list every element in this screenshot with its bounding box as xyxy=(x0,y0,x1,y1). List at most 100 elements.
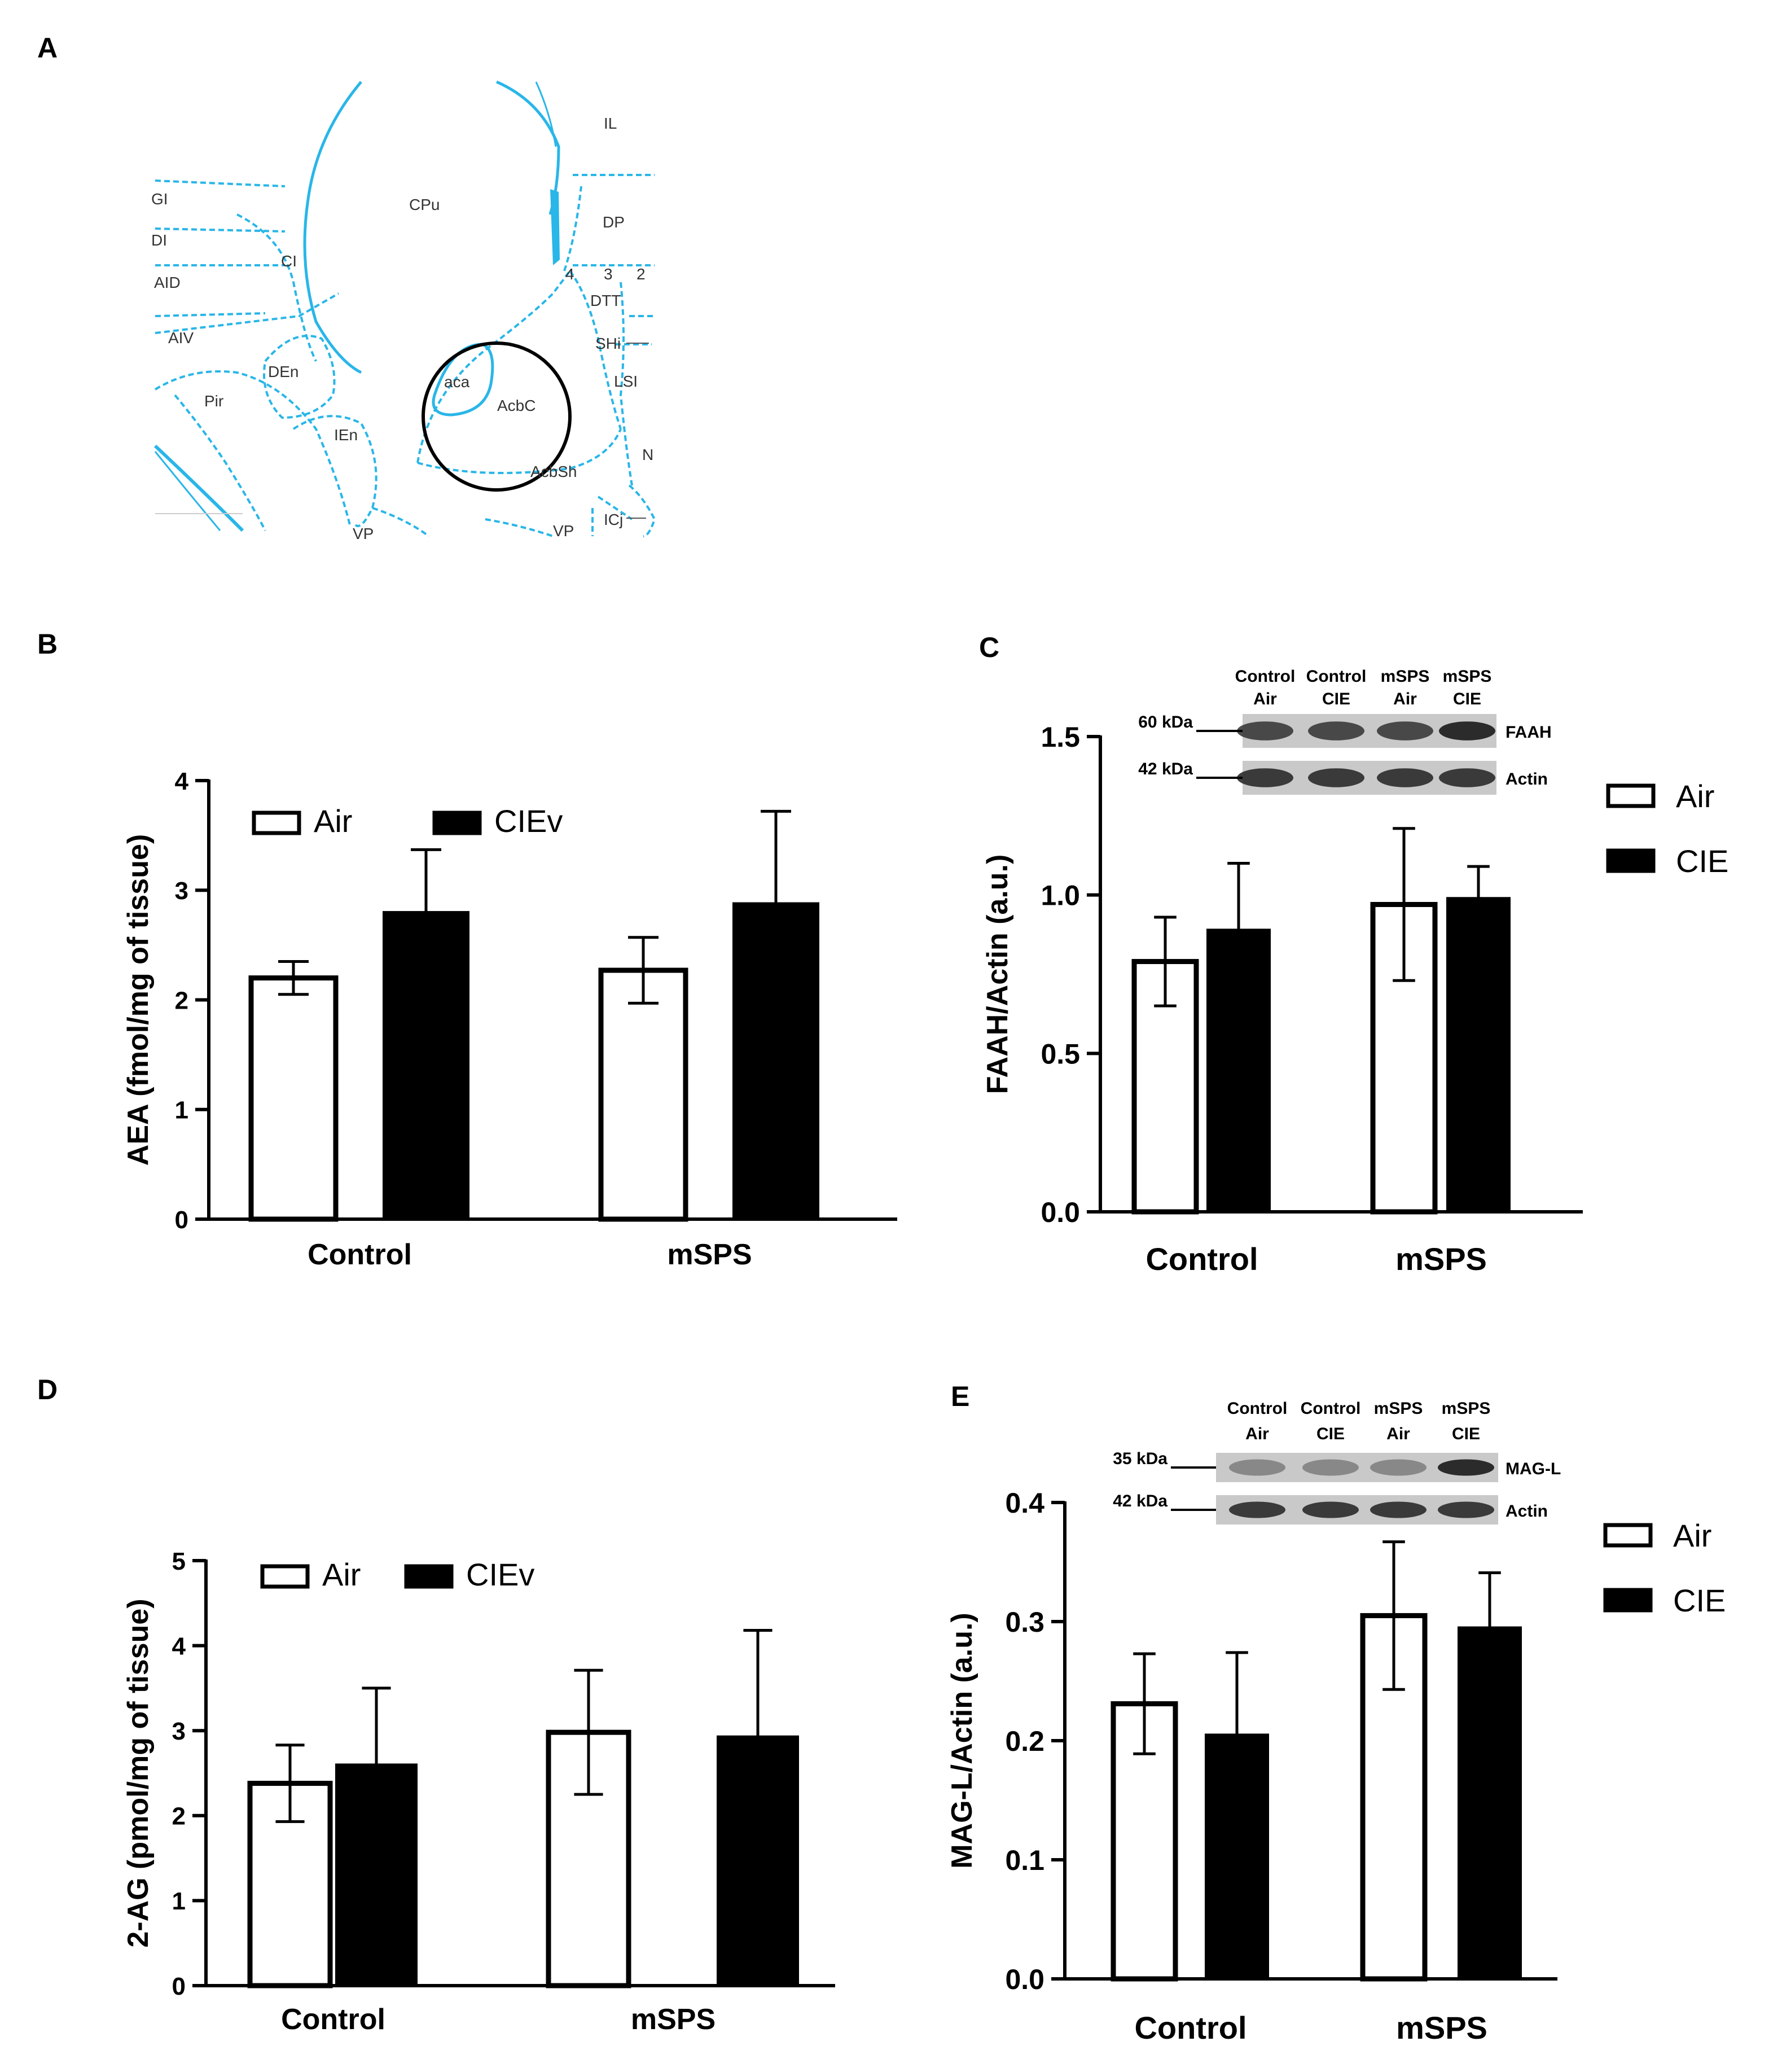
legend-label: Air xyxy=(322,1557,361,1592)
atlas-label-acbc: AcbC xyxy=(497,397,536,414)
atlas-label-il: IL xyxy=(604,115,617,132)
category-label: Control xyxy=(1134,2010,1246,2045)
bar xyxy=(1131,959,1199,1215)
blot-kda-label: 42 kDa xyxy=(1138,760,1193,778)
atlas-label-ci: CI xyxy=(281,252,297,270)
bar xyxy=(1360,1613,1428,1982)
y-tick-label: 1.5 xyxy=(1041,721,1080,753)
legend-label: CIE xyxy=(1673,1583,1726,1618)
legend-label: Air xyxy=(1673,1518,1711,1553)
category-label: mSPS xyxy=(1396,2010,1487,2045)
blot-band xyxy=(1439,768,1495,787)
y-tick-label: 0.1 xyxy=(1005,1845,1044,1876)
blot-band xyxy=(1308,768,1364,787)
category-label: mSPS xyxy=(631,2003,716,2036)
atlas-label-aca: aca xyxy=(444,373,470,391)
blot-band xyxy=(1302,1501,1359,1518)
atlas-label-2: 2 xyxy=(637,265,646,283)
legend-swatch xyxy=(1603,1588,1653,1613)
y-tick-label: 5 xyxy=(172,1548,186,1575)
legend-label: CIE xyxy=(1676,843,1728,879)
blot-protein-label: MAG-L xyxy=(1506,1460,1561,1478)
blot-band xyxy=(1438,1459,1494,1476)
legend-label: CIEv xyxy=(466,1557,534,1592)
blot-lane-condition: CIE xyxy=(1316,1425,1345,1443)
blot-band xyxy=(1439,721,1495,741)
y-tick-label: 0 xyxy=(175,1206,188,1234)
y-axis-label: 2-AG (pmol/mg of tissue) xyxy=(122,1598,155,1947)
bar xyxy=(1111,1701,1178,1982)
panel-label-c: C xyxy=(979,632,1000,663)
bar xyxy=(1446,897,1511,1213)
atlas-label-shi: SHi xyxy=(595,335,621,352)
blot-protein-label: Actin xyxy=(1506,1502,1548,1521)
category-label: Control xyxy=(1145,1241,1258,1277)
legend-swatch xyxy=(1603,1523,1653,1548)
atlas-label-gi: GI xyxy=(151,190,168,208)
y-tick-label: 0.2 xyxy=(1005,1725,1044,1757)
blot-lane-group: mSPS xyxy=(1374,1399,1423,1418)
y-tick-label: 3 xyxy=(172,1718,186,1745)
blot-band xyxy=(1229,1459,1285,1476)
bar xyxy=(1206,928,1271,1213)
bar xyxy=(335,1763,418,1987)
atlas-label-ien: IEn xyxy=(334,426,358,444)
y-tick-label: 0.3 xyxy=(1005,1606,1044,1638)
atlas-label-dp: DP xyxy=(603,213,625,231)
y-axis-label: MAG-L/Actin (a.u.) xyxy=(946,1613,978,1869)
legend-label: CIEv xyxy=(494,803,563,839)
bar xyxy=(1370,902,1438,1215)
blot-band xyxy=(1237,721,1293,741)
bar xyxy=(598,967,688,1222)
atlas-label-4: 4 xyxy=(565,265,574,283)
legend-label: Air xyxy=(1676,778,1714,814)
atlas-label-vp-right: VP xyxy=(553,522,574,540)
y-tick-label: 1.0 xyxy=(1041,880,1080,912)
blot-lane-condition: CIE xyxy=(1453,690,1481,708)
legend-swatch xyxy=(252,811,301,835)
panel-label-e: E xyxy=(951,1381,970,1412)
blot-protein-label: FAAH xyxy=(1506,723,1552,742)
y-tick-label: 1 xyxy=(175,1097,188,1124)
blot-lane-group: Control xyxy=(1235,667,1296,686)
y-axis-label: FAAH/Actin (a.u.) xyxy=(981,855,1014,1094)
atlas-label-pir: Pir xyxy=(204,392,223,410)
legend-swatch xyxy=(1606,848,1656,873)
y-tick-label: 0 xyxy=(172,1973,186,2000)
ventricle-wedge xyxy=(550,189,560,265)
blot-lane-condition: CIE xyxy=(1322,690,1350,708)
blot-band xyxy=(1377,768,1433,787)
panel-label-b: B xyxy=(37,628,58,660)
blot-band xyxy=(1229,1501,1285,1518)
y-tick-label: 0.5 xyxy=(1041,1038,1080,1070)
atlas-region-labels: IL CPu GI DP DI CI AID 4 3 2 DTT AIV SHi… xyxy=(151,115,653,542)
atlas-label-den: DEn xyxy=(268,363,299,380)
blot-kda-label: 42 kDa xyxy=(1113,1492,1167,1510)
blot-lane-group: mSPS xyxy=(1381,667,1430,686)
legend-swatch xyxy=(260,1564,310,1589)
blot-band xyxy=(1237,768,1293,787)
bar xyxy=(248,975,339,1222)
bar xyxy=(1458,1626,1522,1981)
atlas-label-cpu: CPu xyxy=(409,196,440,213)
atlas-label-aiv: AIV xyxy=(168,329,194,347)
blot-kda-label: 35 kDa xyxy=(1113,1449,1167,1468)
sample-region-circle xyxy=(422,341,572,492)
panel-label-a: A xyxy=(37,32,58,64)
atlas-label-lsi: LSI xyxy=(614,373,638,390)
category-label: mSPS xyxy=(1395,1241,1487,1277)
blot-lane-condition: Air xyxy=(1253,690,1277,708)
y-tick-label: 0.4 xyxy=(1005,1487,1044,1519)
blot-lane-condition: Air xyxy=(1245,1425,1269,1443)
atlas-label-acbsh: AcbSh xyxy=(530,463,577,480)
bar xyxy=(732,902,819,1221)
blot-band xyxy=(1370,1459,1427,1476)
y-axis-label: AEA (fmol/mg of tissue) xyxy=(122,834,155,1166)
blot-kda-label: 60 kDa xyxy=(1138,713,1193,731)
y-tick-label: 4 xyxy=(172,1632,186,1660)
blot-band xyxy=(1302,1459,1359,1476)
